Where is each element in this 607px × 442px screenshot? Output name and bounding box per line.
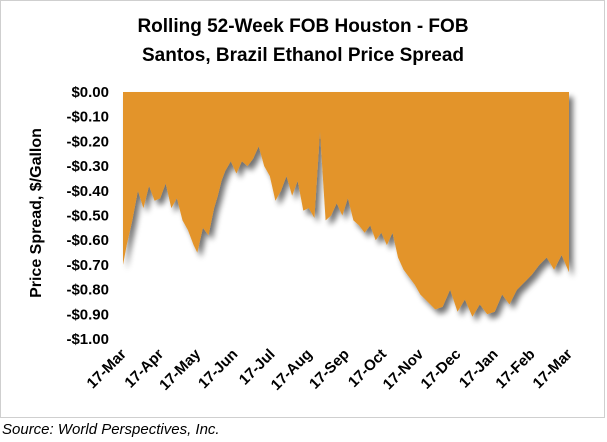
x-tick-label: 17-Dec — [418, 346, 465, 393]
y-tick-label: $0.00 — [71, 84, 109, 101]
x-tick-label: 17-Jan — [456, 346, 502, 392]
source-note: Source: World Perspectives, Inc. — [2, 421, 220, 438]
y-tick-label: -$0.60 — [66, 232, 109, 249]
y-tick-label: -$0.20 — [66, 133, 109, 150]
x-tick-label: 17-Aug — [268, 346, 316, 394]
x-tick-label: 17-Sep — [306, 346, 353, 393]
x-tick-label: 17-Jun — [195, 346, 241, 392]
y-axis-ticks: $0.00 -$0.10 -$0.20 -$0.30 -$0.40 -$0.50 -$0.6… — [66, 84, 109, 348]
x-tick-label: 17-Mar — [84, 346, 130, 392]
x-tick-label: 17-Mar — [530, 346, 576, 392]
y-tick-label: -$0.90 — [66, 306, 109, 323]
y-tick-label: -$0.50 — [66, 208, 109, 225]
chart-frame: Rolling 52-Week FOB Houston - FOB Santos… — [0, 0, 605, 418]
chart-title-line-1: Rolling 52-Week FOB Houston - FOB — [137, 16, 468, 37]
chart-title-line-2: Santos, Brazil Ethanol Price Spread — [142, 45, 464, 66]
y-tick-label: -$1.00 — [66, 331, 109, 348]
x-axis-ticks: 17-Mar17-Apr17-May17-Jun17-Jul17-Aug17-S… — [84, 345, 576, 393]
chart: Rolling 52-Week FOB Houston - FOB Santos… — [28, 16, 576, 394]
y-tick-label: -$0.80 — [66, 282, 109, 299]
y-axis-label: Price Spread, $/Gallon — [28, 128, 45, 298]
y-tick-label: -$0.70 — [66, 257, 109, 274]
plot-area — [123, 92, 569, 317]
y-tick-label: -$0.40 — [66, 183, 109, 200]
y-tick-label: -$0.10 — [66, 109, 109, 126]
price-spread-area — [123, 92, 569, 317]
x-tick-label: 17-Feb — [492, 346, 538, 392]
x-tick-label: 17-Nov — [380, 345, 428, 393]
y-tick-label: -$0.30 — [66, 158, 109, 175]
x-tick-label: 17-May — [156, 345, 204, 393]
